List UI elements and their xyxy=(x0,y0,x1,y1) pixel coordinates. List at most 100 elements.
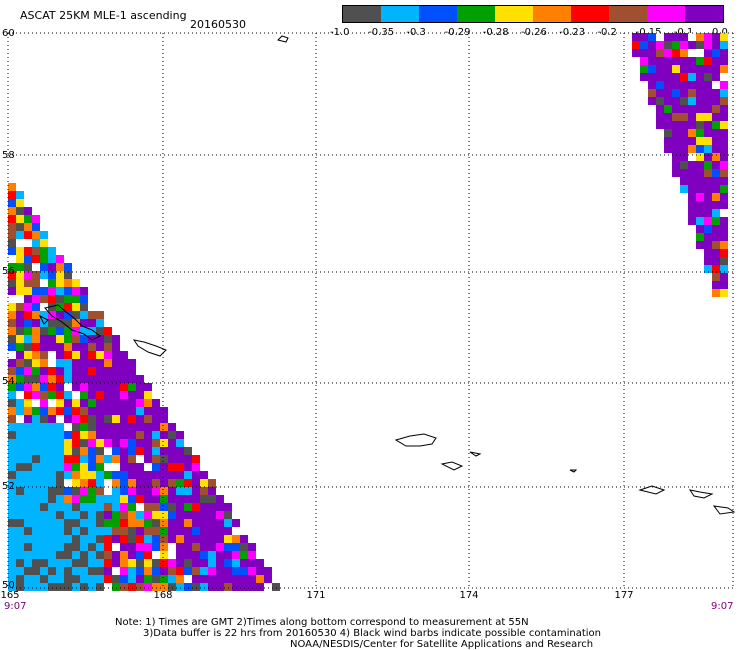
swath-cell xyxy=(240,551,248,559)
swath-cell xyxy=(184,511,192,519)
swath-cell xyxy=(32,559,40,567)
swath-cell xyxy=(704,153,712,161)
swath-cell xyxy=(720,33,728,41)
swath-cell xyxy=(152,399,160,407)
swath-cell xyxy=(40,399,48,407)
swath-cell xyxy=(664,137,672,145)
swath-cell xyxy=(80,551,88,559)
swath-cell xyxy=(64,479,72,487)
swath-cell xyxy=(56,263,64,271)
swath-cell xyxy=(120,383,128,391)
map-date: 20160530 xyxy=(190,18,246,31)
swath-cell xyxy=(8,503,16,511)
swath-cell xyxy=(192,455,200,463)
swath-cell xyxy=(208,487,216,495)
map-title: ASCAT 25KM MLE-1 ascending xyxy=(20,9,187,22)
swath-cell xyxy=(112,359,120,367)
swath-cell xyxy=(40,271,48,279)
swath-cell xyxy=(696,97,704,105)
swath-cell xyxy=(80,399,88,407)
swath-cell xyxy=(40,239,48,247)
swath-cell xyxy=(168,535,176,543)
swath-cell xyxy=(104,495,112,503)
swath-cell xyxy=(120,415,128,423)
swath-cell xyxy=(712,281,720,289)
swath-cell xyxy=(240,567,248,575)
swath-cell xyxy=(16,495,24,503)
swath-cell xyxy=(48,335,56,343)
swath-cell xyxy=(240,575,248,583)
legend-swatch xyxy=(609,6,647,22)
swath-cell xyxy=(96,471,104,479)
swath-cell xyxy=(144,391,152,399)
swath-cell xyxy=(48,375,56,383)
legend-color-bar xyxy=(342,5,724,23)
swath-cell xyxy=(664,73,672,81)
swath-cell xyxy=(136,511,144,519)
swath-cell xyxy=(48,279,56,287)
coastlines xyxy=(38,35,736,515)
swath-cell xyxy=(96,407,104,415)
swath-cell xyxy=(40,495,48,503)
swath-cell xyxy=(152,415,160,423)
legend-label: 0.0 xyxy=(712,27,728,38)
swath-cell xyxy=(24,367,32,375)
swath-cell xyxy=(88,311,96,319)
swath-cell xyxy=(696,81,704,89)
swath-cell xyxy=(168,519,176,527)
swath-cell xyxy=(120,519,128,527)
swath-cell xyxy=(88,327,96,335)
swath-cell xyxy=(696,73,704,81)
swath-cell xyxy=(24,511,32,519)
swath-cell xyxy=(32,463,40,471)
swath-cell xyxy=(24,527,32,535)
swath-cell xyxy=(688,121,696,129)
swath-cell xyxy=(664,121,672,129)
swath-cell xyxy=(112,511,120,519)
swath-cell xyxy=(32,279,40,287)
swath-cell xyxy=(720,273,728,281)
swath-cell xyxy=(112,495,120,503)
swath-cell xyxy=(152,583,160,591)
swath-cell xyxy=(136,543,144,551)
swath-cell xyxy=(72,279,80,287)
swath-cell xyxy=(640,73,648,81)
swath-cell xyxy=(40,335,48,343)
swath-cell xyxy=(680,113,688,121)
swath-cell xyxy=(720,161,728,169)
swath-cell xyxy=(152,407,160,415)
swath-cell xyxy=(104,391,112,399)
swath-cell xyxy=(136,559,144,567)
swath-cell xyxy=(160,439,168,447)
swath-cell xyxy=(64,415,72,423)
swath-cell xyxy=(184,535,192,543)
swath-cell xyxy=(32,359,40,367)
swath-cell xyxy=(104,463,112,471)
swath-cell xyxy=(704,81,712,89)
swath-cell xyxy=(56,343,64,351)
swath-cell xyxy=(200,583,208,591)
swath-cell xyxy=(56,383,64,391)
swath-cell xyxy=(32,391,40,399)
swath-cell xyxy=(24,535,32,543)
swath-cell xyxy=(16,503,24,511)
swath-cell xyxy=(152,423,160,431)
swath-cell xyxy=(88,487,96,495)
swath-cell xyxy=(112,479,120,487)
swath-cell xyxy=(192,511,200,519)
swath-cell xyxy=(696,129,704,137)
swath-cell xyxy=(96,351,104,359)
swath-cell xyxy=(24,391,32,399)
swath-cell xyxy=(664,113,672,121)
swath-cell xyxy=(184,463,192,471)
swath-cell xyxy=(40,439,48,447)
swath-cell xyxy=(160,407,168,415)
swath-cell xyxy=(104,327,112,335)
swath-cell xyxy=(16,231,24,239)
swath-cell xyxy=(192,543,200,551)
swath-cell xyxy=(48,399,56,407)
swath-cell xyxy=(216,543,224,551)
swath-cell xyxy=(24,575,32,583)
swath-cell xyxy=(104,399,112,407)
swath-cell xyxy=(24,279,32,287)
